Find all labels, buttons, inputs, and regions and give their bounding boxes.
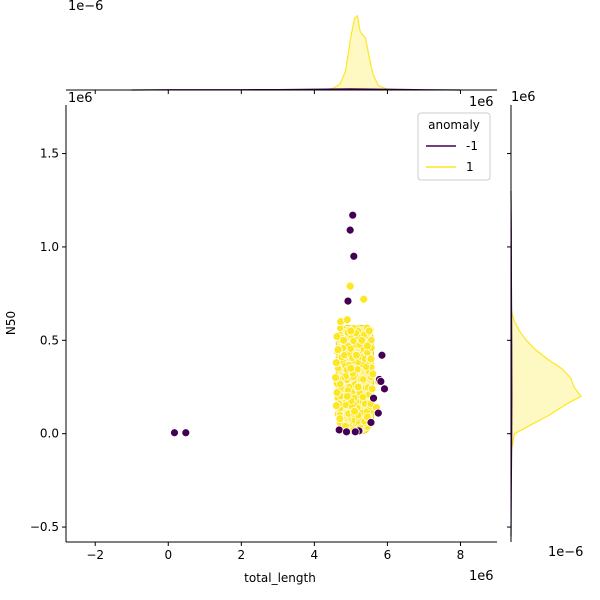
scatter-point-normal <box>351 350 361 360</box>
y-tick-label: 0.0 <box>40 427 59 441</box>
scatter-point-anomaly <box>369 393 378 403</box>
scatter-point-normal <box>368 369 378 379</box>
right-marginal-exponent: 1e−6 <box>548 545 583 560</box>
top-kde-line-normal <box>321 14 399 91</box>
top-panel-x-exponent: 1e6 <box>469 95 494 110</box>
scatter-point-anomaly <box>181 428 191 438</box>
y-axis-label: N50 <box>4 311 18 335</box>
scatter-point-normal <box>362 341 372 351</box>
scatter-point-anomaly <box>377 350 387 360</box>
density-cloud-point <box>367 336 376 345</box>
scatter-point-anomaly <box>343 296 353 306</box>
scatter-point-normal <box>332 388 342 397</box>
density-cloud-point <box>346 344 355 353</box>
right-kde-fill-normal <box>511 293 581 453</box>
x-tick-label: 2 <box>238 548 246 562</box>
density-cloud-point <box>359 393 367 401</box>
scatter-point-normal <box>339 335 348 345</box>
density-cloud-point <box>349 337 358 345</box>
scatter-point-normal <box>342 391 352 401</box>
x-tick-label: 8 <box>457 548 465 562</box>
top-marginal-exponent: 1e−6 <box>68 0 103 14</box>
scatter-point-anomaly <box>348 210 358 220</box>
top-marginal-kde: 1e−6 <box>66 0 497 94</box>
scatter-point-normal <box>364 326 374 336</box>
scatter-point-normal <box>346 326 356 336</box>
scatter-point-anomaly <box>373 408 383 418</box>
scatter-point-anomaly <box>349 251 359 261</box>
y-tick-label: 0.5 <box>40 333 59 347</box>
scatter-point-normal <box>366 354 376 364</box>
right-panel-y-exponent: 1e6 <box>511 90 536 105</box>
scatter-point-anomaly <box>350 427 360 437</box>
x-tick-label: −2 <box>86 548 104 562</box>
legend: anomaly -1 1 <box>417 112 491 181</box>
scatter-point-anomaly <box>366 418 376 427</box>
y-tick-label: 1.0 <box>40 240 59 254</box>
density-cloud-point <box>359 375 368 384</box>
x-axis-exponent: 1e6 <box>469 569 494 584</box>
scatter-point-anomaly <box>345 225 355 235</box>
scatter-point-normal <box>331 373 340 383</box>
scatter-point-normal <box>342 315 352 325</box>
scatter-point-normal <box>353 382 363 392</box>
x-axis-label: total_length <box>244 571 316 585</box>
x-tick-label: 4 <box>311 548 319 562</box>
scatter-point-normal <box>345 281 355 291</box>
scatter-point-normal <box>332 332 342 341</box>
density-cloud-point <box>340 351 349 360</box>
scatter-point-normal <box>359 294 369 304</box>
scatter-point-normal <box>357 335 367 345</box>
scatter-point-normal <box>333 345 343 355</box>
scatter-point-normal <box>335 414 345 424</box>
right-kde-line-normal <box>510 293 582 453</box>
scatter-point-anomaly <box>334 425 344 435</box>
scatter-point-normal <box>367 384 377 394</box>
scatter-point-normal <box>331 358 341 368</box>
legend-label-anomaly-neg1: -1 <box>466 139 478 153</box>
legend-title: anomaly <box>428 118 480 132</box>
scatter-point-normal <box>350 406 359 416</box>
density-cloud-point <box>336 380 345 388</box>
right-marginal-kde: 1e−6 <box>507 105 583 560</box>
x-tick-label: 6 <box>384 548 392 562</box>
top-kde-fill-normal <box>321 16 399 90</box>
scatter-point-anomaly <box>170 428 179 438</box>
scatter-point-anomaly <box>380 384 389 394</box>
scatter-point-normal <box>346 363 356 373</box>
legend-label-anomaly-1: 1 <box>466 160 474 174</box>
scatter-point-normal <box>331 401 341 411</box>
y-tick-label: 1.5 <box>40 147 59 161</box>
main-scatter-panel: −2 0 2 4 6 8 −0.5 0.0 0.5 1.0 1.5 total_length N5… <box>4 90 536 585</box>
y-axis-exponent: 1e6 <box>68 91 93 106</box>
scatter-point-anomaly <box>342 427 351 437</box>
y-tick-label: −0.5 <box>30 520 59 534</box>
scatter-point-anomaly <box>376 376 386 386</box>
x-tick-label: 0 <box>164 548 172 562</box>
